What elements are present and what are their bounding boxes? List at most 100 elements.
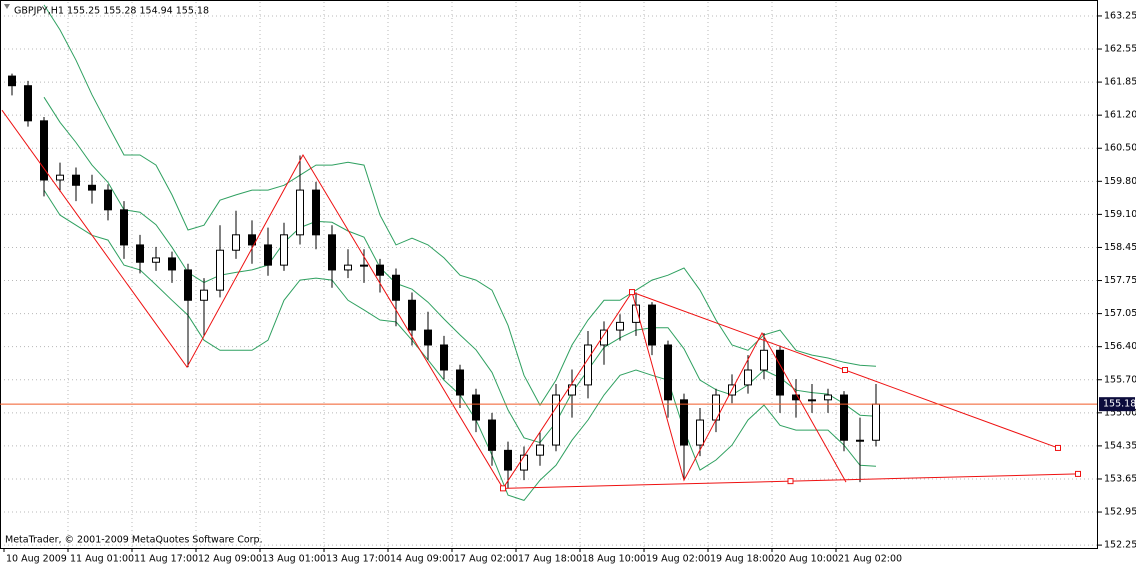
candle-body — [152, 257, 160, 263]
zigzag — [1, 109, 847, 490]
trendline-anchor — [842, 367, 848, 374]
copyright: MetaTrader, © 2001-2009 MetaQuotes Softw… — [5, 535, 263, 546]
y-tick-label: 163.25 — [1104, 10, 1136, 21]
y-tick-label: 161.85 — [1104, 77, 1136, 88]
candle-body — [408, 299, 416, 331]
candle-body — [312, 189, 320, 236]
x-tick-label: 18 Aug 10:00 — [582, 554, 646, 565]
candle-body — [280, 234, 288, 266]
y-tick-label: 157.75 — [1104, 275, 1136, 286]
candle-body — [568, 384, 576, 396]
trendline-anchor — [500, 485, 506, 492]
candle-body — [808, 399, 816, 402]
y-tick-label: 158.45 — [1104, 242, 1136, 253]
candle-body — [24, 85, 32, 122]
y-tick-label: 160.50 — [1104, 143, 1136, 154]
candle-body — [856, 439, 864, 442]
x-tick-label: 10 Aug 2009 — [6, 554, 67, 565]
candle-body — [696, 419, 704, 446]
x-tick-label: 11 Aug 01:00 — [70, 554, 134, 565]
y-tick-label: 154.35 — [1104, 440, 1136, 451]
x-tick-label: 19 Aug 02:00 — [646, 554, 710, 565]
candle-body — [680, 399, 688, 446]
candle-body — [712, 394, 720, 421]
chart-title: GBPJPY,H1 155.25 155.28 154.94 155.18 — [14, 6, 209, 17]
x-tick-label: 21 Aug 02:00 — [838, 554, 902, 565]
candle-body — [744, 369, 752, 386]
candle-body — [792, 394, 800, 401]
current-price-box — [1099, 397, 1135, 412]
x-tick-label: 13 Aug 01:00 — [262, 554, 326, 565]
y-tick-label: 162.55 — [1104, 44, 1136, 55]
x-tick-label: 13 Aug 17:00 — [326, 554, 390, 565]
candle-body — [376, 264, 384, 276]
candle-body — [104, 189, 112, 211]
bollinger-upper — [43, 4, 877, 407]
candle-body — [8, 75, 16, 87]
trendline-anchor — [1055, 444, 1061, 451]
candle-body — [616, 321, 624, 331]
candle-body — [424, 329, 432, 346]
y-tick-label: 156.40 — [1104, 341, 1136, 352]
candle-body — [216, 249, 224, 291]
candle-body — [440, 344, 448, 371]
y-tick-label: 159.10 — [1104, 209, 1136, 220]
x-tick-label: 17 Aug 18:00 — [518, 554, 582, 565]
candle-body — [56, 174, 64, 181]
x-tick-label: 12 Aug 09:00 — [198, 554, 262, 565]
candle-body — [536, 444, 544, 456]
candle-body — [184, 269, 192, 301]
trendline-anchor — [1075, 470, 1081, 477]
candle-body — [584, 344, 592, 386]
candle-body — [360, 264, 368, 267]
trendline-anchor — [629, 289, 635, 296]
y-tick-label: 152.25 — [1104, 540, 1136, 551]
chart-icon — [4, 4, 10, 9]
bollinger-middle — [43, 96, 877, 444]
candle-body — [328, 234, 336, 271]
candle-body — [72, 174, 80, 186]
candle-body — [776, 349, 784, 396]
x-tick-label: 11 Aug 17:00 — [134, 554, 198, 565]
candle-body — [504, 449, 512, 471]
y-tick-label: 152.95 — [1104, 507, 1136, 518]
candle-body — [600, 329, 608, 346]
trendline-anchor — [787, 478, 794, 485]
x-tick-label: 19 Aug 18:00 — [710, 554, 774, 565]
y-tick-label: 159.80 — [1104, 176, 1136, 187]
x-tick-label: 14 Aug 09:00 — [390, 554, 454, 565]
candle-body — [872, 403, 880, 441]
candle-body — [392, 274, 400, 301]
candle-body — [520, 454, 528, 471]
y-tick-label: 161.20 — [1104, 110, 1136, 121]
candle-body — [552, 394, 560, 446]
candle-body — [88, 184, 96, 191]
candle-body — [200, 289, 208, 301]
y-tick-label: 157.05 — [1104, 308, 1136, 319]
candle-body — [456, 369, 464, 396]
x-tick-label: 17 Aug 02:00 — [454, 554, 518, 565]
candle-body — [296, 189, 304, 236]
candle-body — [488, 419, 496, 451]
current-price-label: 155.18 — [1103, 399, 1136, 410]
candle-body — [264, 244, 272, 266]
candle-body — [824, 394, 832, 401]
candle-body — [472, 394, 480, 421]
candle-body — [648, 304, 656, 346]
plot-area — [0, 2, 1097, 548]
y-tick-label: 153.65 — [1104, 473, 1136, 484]
y-tick-label: 155.70 — [1104, 374, 1136, 385]
plot-frame — [0, 0, 1098, 549]
candle-body — [760, 349, 768, 371]
candle-body — [136, 244, 144, 263]
candle-body — [840, 394, 848, 441]
candle-body — [664, 344, 672, 401]
candle-body — [232, 234, 240, 251]
candle-body — [120, 209, 128, 246]
x-tick-label: 20 Aug 10:00 — [774, 554, 838, 565]
candle-body — [168, 257, 176, 271]
candle-body — [40, 120, 48, 181]
